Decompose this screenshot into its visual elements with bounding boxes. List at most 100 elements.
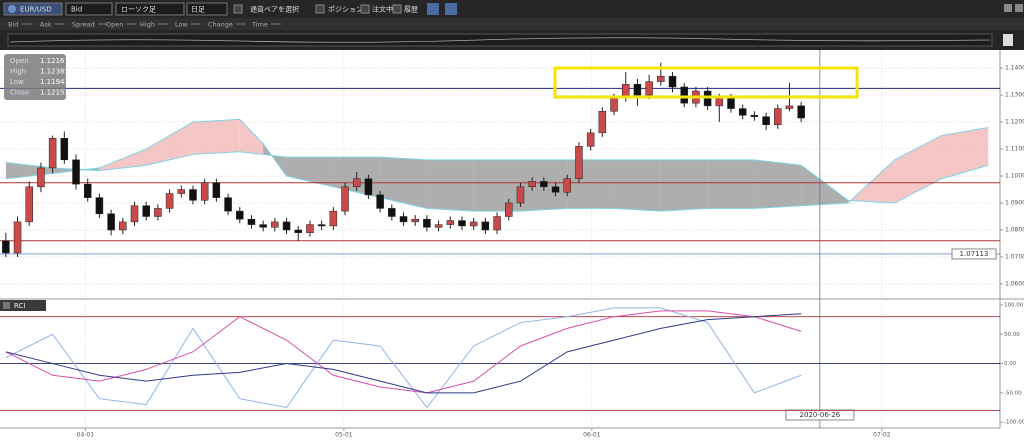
checkbox[interactable] — [392, 4, 402, 14]
plot-area — [0, 62, 1000, 257]
cloud-fill — [754, 159, 802, 209]
cloud-fill — [192, 119, 240, 155]
close-button[interactable] — [1015, 4, 1023, 12]
chart-type-select[interactable] — [115, 2, 185, 16]
rci-tab[interactable] — [0, 300, 46, 311]
candle-body — [2, 240, 10, 254]
rci-header: RCI — [0, 300, 46, 311]
highlight-box — [553, 66, 859, 99]
candle-body — [130, 205, 139, 223]
cursor-date-box — [785, 409, 855, 421]
x-tick-label: 04-01 — [77, 432, 95, 439]
candle-body — [598, 111, 607, 134]
candle-body — [516, 186, 525, 204]
ohlc-value: 1.11941 — [40, 78, 69, 86]
candle-body — [785, 105, 794, 109]
rci-plot — [0, 307, 1000, 411]
candle-body — [727, 97, 735, 109]
quote-row-bg — [0, 18, 1024, 30]
candle-body — [657, 75, 665, 82]
toolbar: EUR/USD Bid ローソク足 日足 通貨ペアを選択 ポジション 注文中 履… — [3, 2, 1023, 16]
cloud-fill — [894, 135, 942, 204]
candle-body — [575, 146, 583, 179]
candle-body — [352, 178, 361, 188]
quote-field: High — [140, 21, 155, 29]
candle-body — [774, 108, 782, 126]
symbol-select[interactable] — [3, 2, 63, 16]
tool-button[interactable] — [427, 3, 439, 15]
period-select[interactable] — [186, 2, 228, 16]
candle-body — [247, 218, 256, 225]
candle-body — [317, 224, 326, 227]
y-tick-label: 1.08000 — [1005, 226, 1024, 233]
candle-body — [341, 186, 349, 212]
candle-body — [376, 194, 384, 209]
history-toggle[interactable]: 履歴 — [404, 6, 418, 14]
tool-button[interactable] — [445, 3, 457, 15]
navigator-button[interactable] — [1003, 34, 1013, 46]
candle-body — [306, 224, 314, 233]
candle-body — [399, 216, 408, 223]
cloud-fill — [801, 165, 848, 206]
cloud-fill — [567, 159, 615, 209]
ohlc-box-bg — [4, 54, 66, 100]
main-panel: 1.14000 1.13000 1.12000 1.11000 1.10000 1.090… — [0, 50, 1024, 439]
cloud-fill — [473, 159, 521, 212]
ohlc-value: 1.12153 — [40, 89, 69, 97]
flag-icon — [8, 5, 16, 13]
price-type-select[interactable] — [65, 2, 113, 16]
candle-body — [458, 220, 466, 227]
candle-body — [25, 186, 33, 223]
candle-body — [48, 137, 57, 169]
cloud-fill — [146, 122, 193, 166]
ohlc-value: 1.12167 — [40, 57, 69, 65]
orders-toggle[interactable]: 注文中 — [372, 5, 393, 14]
y-tick-label: 100.00 — [1004, 302, 1024, 308]
candle-body — [610, 97, 618, 112]
candle-body — [715, 97, 724, 107]
candle-body — [37, 167, 45, 188]
candle-body — [165, 193, 174, 209]
checkbox[interactable] — [360, 4, 370, 14]
ohlc-label: Open — [10, 57, 29, 65]
quote-field: Time — [251, 21, 268, 29]
symbol: EUR/USD — [20, 6, 52, 14]
cloud-fill — [614, 159, 661, 212]
y-tick-label: -50.00 — [1004, 390, 1022, 396]
navigator[interactable] — [7, 33, 993, 47]
candle-body — [224, 197, 232, 212]
cloud-fill — [52, 167, 100, 174]
y-tick-label: 1.07000 — [1005, 253, 1024, 260]
candle-body — [200, 182, 209, 201]
candle-body — [469, 221, 478, 227]
checkbox[interactable] — [315, 4, 325, 14]
candle-body — [540, 181, 548, 188]
y-tick-label: 1.14000 — [1005, 65, 1024, 72]
y-tick-label: 1.10000 — [1005, 173, 1024, 180]
ohlc-rows: Open 1.12167 High 1.12385 Low 1.11941 Close 1.1… — [10, 57, 69, 97]
rci-line — [5, 313, 802, 394]
chart-bg — [0, 50, 1024, 441]
select-pair[interactable]: 通貨ペアを選択 — [250, 5, 299, 14]
candle-body — [177, 189, 186, 194]
candle-body — [411, 218, 419, 223]
candle-body — [762, 116, 770, 126]
price-type: Bid — [71, 6, 82, 14]
candle-body — [668, 75, 677, 88]
x-tick-label: 07-02 — [873, 432, 891, 439]
candle-body — [750, 115, 759, 117]
settings-button[interactable] — [1004, 4, 1012, 12]
period: 日足 — [191, 6, 205, 14]
y-tick-label: 1.12000 — [1005, 119, 1024, 126]
candle-body — [282, 221, 291, 231]
candle-body — [563, 178, 572, 193]
checkbox[interactable] — [233, 4, 243, 14]
cloud-line — [5, 151, 989, 204]
cursor-date: 2020-06-26 — [800, 411, 841, 419]
quote-field: Spread — [72, 21, 95, 29]
cloud-fill — [99, 149, 147, 171]
candle-body — [142, 205, 150, 217]
position-toggle[interactable]: ポジション — [328, 6, 363, 14]
candle-body — [60, 137, 69, 161]
ohlc-label: Close — [10, 89, 29, 97]
